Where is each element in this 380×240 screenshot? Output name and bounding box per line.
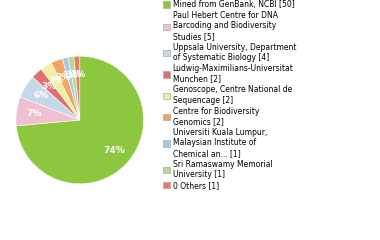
Wedge shape xyxy=(68,56,80,120)
Wedge shape xyxy=(62,57,80,120)
Text: 3%: 3% xyxy=(55,73,71,82)
Wedge shape xyxy=(16,56,144,184)
Wedge shape xyxy=(20,77,80,120)
Text: 3%: 3% xyxy=(48,76,63,85)
Text: 74%: 74% xyxy=(103,146,125,156)
Wedge shape xyxy=(16,97,80,126)
Wedge shape xyxy=(41,63,80,120)
Wedge shape xyxy=(33,69,80,120)
Text: 1%: 1% xyxy=(62,71,77,80)
Wedge shape xyxy=(74,56,80,120)
Legend: Mined from GenBank, NCBI [50], Paul Hebert Centre for DNA
Barcoding and Biodiver: Mined from GenBank, NCBI [50], Paul Hebe… xyxy=(163,0,296,190)
Wedge shape xyxy=(51,59,80,120)
Text: 7%: 7% xyxy=(27,109,42,118)
Text: 1%: 1% xyxy=(70,70,85,78)
Text: 3%: 3% xyxy=(41,82,57,90)
Text: 1%: 1% xyxy=(66,70,81,79)
Text: 6%: 6% xyxy=(33,91,48,100)
